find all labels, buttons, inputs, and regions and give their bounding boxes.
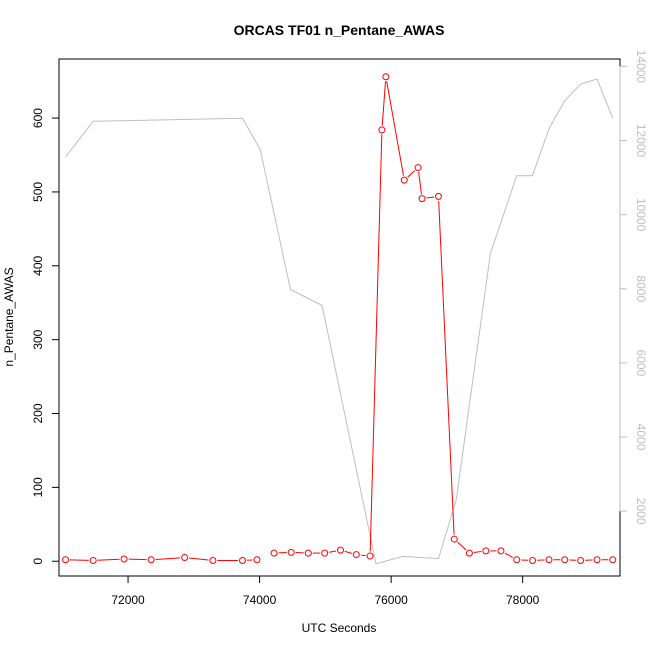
series-primary — [62, 73, 617, 564]
chart-title: ORCAS TF01 n_Pentane_AWAS — [234, 22, 445, 38]
primary-data-point — [253, 556, 261, 564]
primary-data-point — [147, 556, 155, 564]
primary-data-point — [378, 126, 386, 134]
plot-frame — [58, 58, 621, 577]
y-tick-label: 500 — [31, 182, 45, 202]
x-tick-label: 74000 — [243, 593, 277, 607]
y2-axis: 2000 4000 6000 8000 10000 12000 14000 — [619, 50, 648, 525]
primary-data-point — [482, 547, 490, 555]
x-axis: 72000 74000 76000 78000 — [111, 575, 540, 607]
primary-data-point — [321, 549, 329, 557]
primary-data-point — [513, 556, 521, 564]
y2-tick-label: 12000 — [634, 124, 648, 158]
y-tick-label: 400 — [31, 255, 45, 275]
primary-data-point — [545, 556, 553, 564]
y-axis: 0 100 200 300 400 500 600 — [31, 108, 60, 565]
primary-series-segment — [407, 170, 416, 178]
primary-data-point — [561, 556, 569, 564]
primary-series-segment — [418, 171, 422, 195]
x-axis-label: UTC Seconds — [302, 621, 377, 635]
y-tick-label: 0 — [31, 558, 45, 565]
primary-data-point — [270, 549, 278, 557]
primary-data-point — [418, 195, 426, 203]
y2-tick-label: 4000 — [634, 424, 648, 451]
primary-data-point — [465, 549, 473, 557]
x-tick-label: 76000 — [374, 593, 408, 607]
primary-series-segment — [329, 550, 337, 553]
x-tick-label: 78000 — [506, 593, 540, 607]
primary-series-segment — [473, 550, 482, 553]
primary-data-point — [336, 546, 344, 554]
primary-data-point — [593, 556, 601, 564]
primary-data-point — [609, 556, 617, 564]
primary-data-point — [304, 549, 312, 557]
primary-series-segment — [386, 81, 404, 176]
primary-data-point — [497, 547, 505, 555]
primary-data-point — [89, 556, 97, 564]
primary-series-segment — [426, 196, 435, 199]
primary-series-segment — [189, 557, 209, 561]
primary-data-point — [400, 176, 408, 184]
primary-series-segment — [457, 541, 467, 551]
primary-series-segment — [344, 550, 353, 554]
y2-tick-label: 8000 — [634, 275, 648, 302]
primary-data-point — [450, 535, 458, 543]
x-tick-label: 72000 — [111, 593, 145, 607]
primary-data-point — [238, 556, 246, 564]
primary-series-segment — [381, 81, 387, 126]
primary-data-point — [181, 554, 189, 562]
primary-data-point — [414, 164, 422, 172]
primary-series-segment — [504, 552, 514, 558]
primary-series-segment — [360, 554, 366, 557]
primary-series-segment — [155, 557, 181, 560]
y-axis-label: n_Pentane_AWAS — [2, 267, 16, 366]
primary-series-segment — [97, 558, 120, 561]
y2-tick-label: 6000 — [634, 350, 648, 377]
primary-data-point — [120, 555, 128, 563]
primary-series-segment — [369, 134, 383, 552]
primary-data-point — [366, 552, 374, 560]
y-tick-label: 200 — [31, 403, 45, 423]
primary-data-point — [382, 73, 390, 81]
primary-data-point — [287, 548, 295, 556]
y2-tick-label: 2000 — [634, 498, 648, 525]
primary-data-point — [209, 556, 217, 564]
y-tick-label: 100 — [31, 477, 45, 497]
primary-data-point — [62, 556, 70, 564]
primary-data-point — [434, 192, 442, 200]
primary-data-point — [577, 556, 585, 564]
secondary-series-line — [65, 78, 614, 565]
y2-tick-label: 14000 — [634, 50, 648, 84]
series-secondary — [65, 78, 614, 565]
primary-series-segment — [438, 200, 455, 535]
primary-data-point — [529, 556, 537, 564]
y-tick-label: 300 — [31, 329, 45, 349]
y-tick-label: 600 — [31, 108, 45, 128]
y2-tick-label: 10000 — [634, 198, 648, 232]
primary-data-point — [352, 551, 360, 559]
